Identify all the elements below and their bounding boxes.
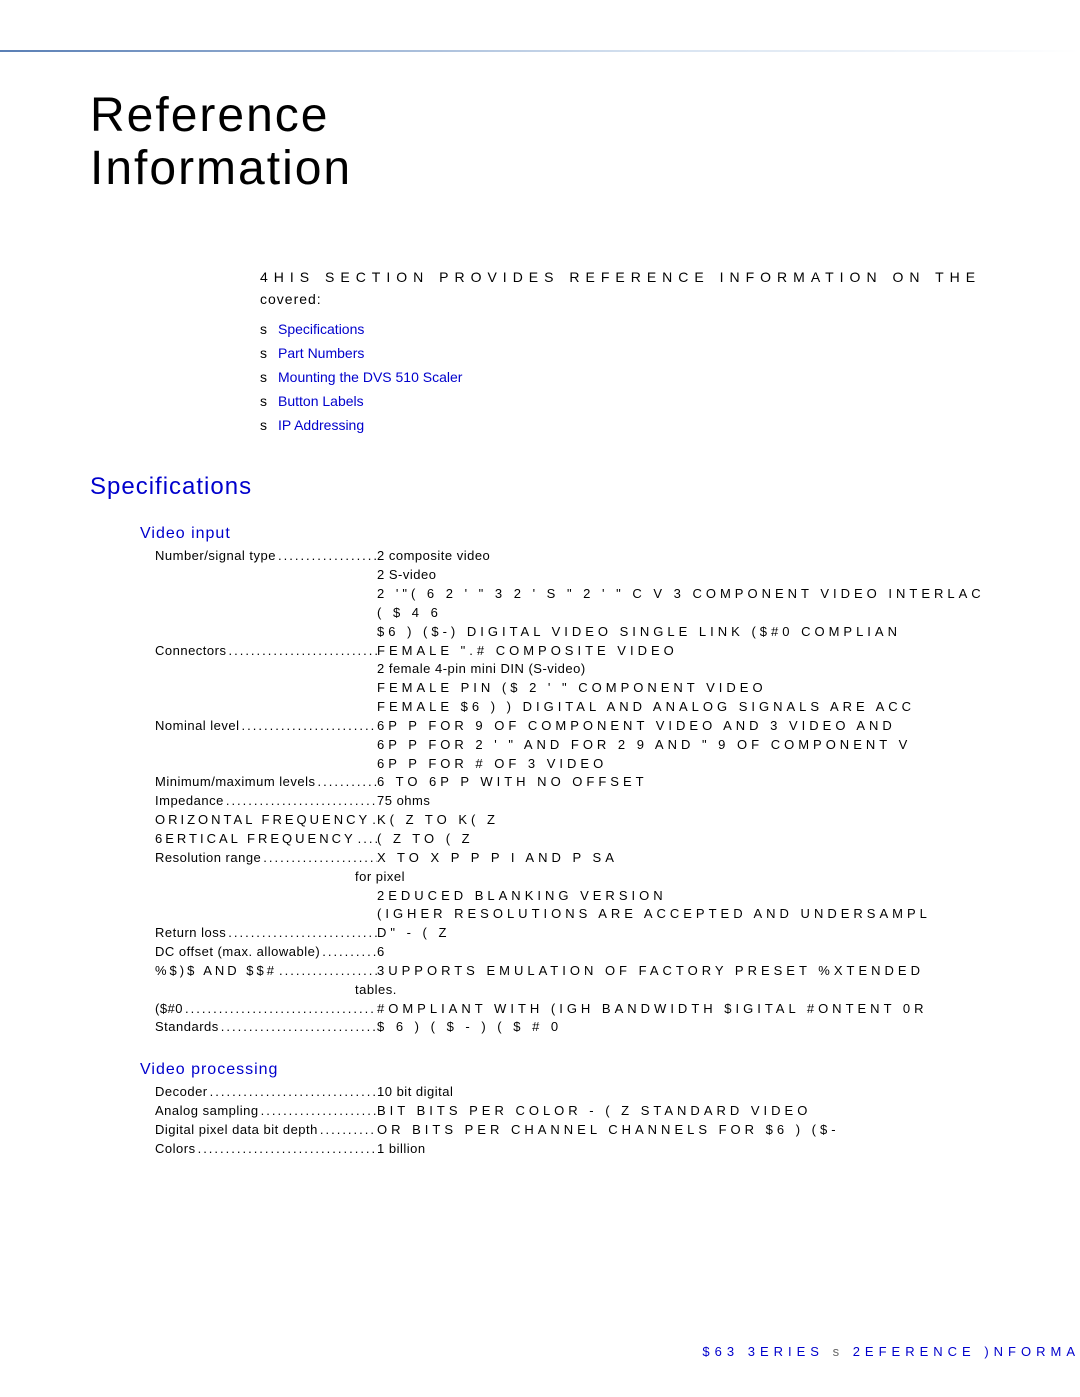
spec-value-cont: (IGHER RESOLUTIONS ARE ACCEPTED AND UNDE…	[377, 905, 1080, 924]
spec-value-cont: ( $ 4 6	[377, 604, 1080, 623]
toc-item: sSpecifications	[260, 318, 1080, 342]
spec-row: Nominal level6P P FOR 9 OF COMPONENT VID…	[155, 717, 1080, 736]
spec-label: Impedance	[155, 792, 377, 811]
spec-row: DC offset (max. allowable) 6	[155, 943, 1080, 962]
spec-value: $ 6 ) ( $ - ) ( $ # 0	[377, 1018, 1080, 1037]
spec-label: Digital pixel data bit depth	[155, 1121, 377, 1140]
spec-label: ORIZONTAL FREQUENCY	[155, 811, 377, 830]
spec-value-cont: 6P P FOR # OF 3 VIDEO	[377, 755, 1080, 774]
section-specifications-heading: Specifications	[90, 473, 1080, 501]
spec-value-cont: for pixel	[355, 868, 1080, 887]
toc-bullet: s	[260, 366, 278, 390]
toc-link[interactable]: Part Numbers	[278, 345, 364, 361]
spec-row: Decoder10 bit digital	[155, 1083, 1080, 1102]
spec-label: 6ERTICAL FREQUENCY	[155, 830, 377, 849]
toc-item: sButton Labels	[260, 390, 1080, 414]
spec-label: Resolution range	[155, 849, 377, 868]
toc-bullet: s	[260, 318, 278, 342]
spec-label: Connectors	[155, 642, 377, 661]
spec-label: Colors	[155, 1140, 377, 1159]
spec-value: X TO X P P P I AND P SA	[377, 849, 1080, 868]
spec-value: #OMPLIANT WITH (IGH BANDWIDTH $IGITAL #O…	[377, 1000, 1080, 1019]
toc-link[interactable]: Button Labels	[278, 393, 364, 409]
spec-row: %$)$ AND $$#3UPPORTS EMULATION OF FACTOR…	[155, 962, 1080, 981]
toc-list: sSpecificationssPart NumberssMounting th…	[260, 318, 1080, 437]
spec-value: FEMALE ".# COMPOSITE VIDEO	[377, 642, 1080, 661]
spec-row: 6ERTICAL FREQUENCY( Z TO ( Z	[155, 830, 1080, 849]
toc-item: sPart Numbers	[260, 342, 1080, 366]
spec-row: Minimum/maximum levels 6 TO 6P P WITH NO…	[155, 773, 1080, 792]
spec-value: BIT BITS PER COLOR - ( Z STANDARD VIDEO	[377, 1102, 1080, 1121]
spec-value: 75 ohms	[377, 792, 1080, 811]
spec-label: DC offset (max. allowable)	[155, 943, 377, 962]
intro-covered: covered:	[260, 291, 322, 307]
spec-value-cont: FEMALE PIN ($ 2 ' " COMPONENT VIDEO	[377, 679, 1080, 698]
spec-value: K( Z TO K( Z	[377, 811, 1080, 830]
page-title-line1: Reference	[90, 90, 1080, 143]
toc-bullet: s	[260, 414, 278, 438]
toc-bullet: s	[260, 390, 278, 414]
spec-row: Number/signal type2 composite video	[155, 547, 1080, 566]
spec-row: Digital pixel data bit depth OR BITS PER…	[155, 1121, 1080, 1140]
spec-value: OR BITS PER CHANNEL CHANNELS FOR $6 ) ($…	[377, 1121, 1080, 1140]
spec-row: Standards$ 6 ) ( $ - ) ( $ # 0	[155, 1018, 1080, 1037]
footer-left: $63 3ERIES	[702, 1344, 824, 1359]
spec-value: 6 TO 6P P WITH NO OFFSET	[377, 773, 1080, 792]
spec-label: ($#0	[155, 1000, 377, 1019]
spec-value: D" - ( Z	[377, 924, 1080, 943]
intro-block: 4HIS SECTION PROVIDES REFERENCE INFORMAT…	[260, 266, 1080, 311]
toc-item: sIP Addressing	[260, 414, 1080, 438]
spec-value: 10 bit digital	[377, 1083, 1080, 1102]
spec-label: %$)$ AND $$#	[155, 962, 377, 981]
spec-value: 2 composite video	[377, 547, 1080, 566]
spec-label: Number/signal type	[155, 547, 377, 566]
toc-link[interactable]: Mounting the DVS 510 Scaler	[278, 369, 462, 385]
spec-label: Decoder	[155, 1083, 377, 1102]
spec-value: 6	[377, 943, 1080, 962]
spec-label: Minimum/maximum levels	[155, 773, 377, 792]
spec-value-cont: 2EDUCED BLANKING VERSION	[377, 887, 1080, 906]
spec-value: 1 billion	[377, 1140, 1080, 1159]
footer-right: 2EFERENCE )NFORMA	[853, 1344, 1080, 1359]
spec-value-cont: 6P P FOR 2 ' " AND FOR 2 9 AND " 9 OF CO…	[377, 736, 1080, 755]
spec-value-cont: tables.	[355, 981, 1080, 1000]
video-processing-specs: Decoder10 bit digitalAnalog sampling BIT…	[155, 1083, 1080, 1158]
footer-sep: s	[833, 1344, 845, 1359]
spec-value-cont: FEMALE $6 ) ) DIGITAL AND ANALOG SIGNALS…	[377, 698, 1080, 717]
spec-row: ($#0#OMPLIANT WITH (IGH BANDWIDTH $IGITA…	[155, 1000, 1080, 1019]
spec-label: Return loss	[155, 924, 377, 943]
page-content: Reference Information 4HIS SECTION PROVI…	[90, 90, 1080, 1397]
toc-link[interactable]: Specifications	[278, 321, 364, 337]
spec-row: ORIZONTAL FREQUENCYK( Z TO K( Z	[155, 811, 1080, 830]
toc-bullet: s	[260, 342, 278, 366]
spec-label: Standards	[155, 1018, 377, 1037]
spec-row: Colors1 billion	[155, 1140, 1080, 1159]
page-footer: $63 3ERIES s 2EFERENCE )NFORMA	[702, 1344, 1080, 1359]
toc-item: sMounting the DVS 510 Scaler	[260, 366, 1080, 390]
spec-label: Nominal level	[155, 717, 377, 736]
spec-value-cont: 2 female 4-pin mini DIN (S-video)	[377, 660, 1080, 679]
spec-row: Return loss D" - ( Z	[155, 924, 1080, 943]
spec-value: 3UPPORTS EMULATION OF FACTORY PRESET %XT…	[377, 962, 1080, 981]
page-title-line2: Information	[90, 143, 1080, 196]
video-input-specs: Number/signal type2 composite video2 S-v…	[155, 547, 1080, 1037]
spec-value-cont: 2 S-video	[377, 566, 1080, 585]
spec-row: Analog sampling BIT BITS PER COLOR - ( Z…	[155, 1102, 1080, 1121]
spec-row: Resolution range X TO X P P P I AND P SA	[155, 849, 1080, 868]
spec-row: ConnectorsFEMALE ".# COMPOSITE VIDEO	[155, 642, 1080, 661]
spec-label: Analog sampling	[155, 1102, 377, 1121]
spec-row: Impedance75 ohms	[155, 792, 1080, 811]
video-processing-heading: Video processing	[140, 1061, 1080, 1079]
spec-value-cont: $6 ) ($-) DIGITAL VIDEO SINGLE LINK ($#0…	[377, 623, 1080, 642]
spec-value: ( Z TO ( Z	[377, 830, 1080, 849]
spec-value: 6P P FOR 9 OF COMPONENT VIDEO AND 3 VIDE…	[377, 717, 1080, 736]
toc-link[interactable]: IP Addressing	[278, 417, 364, 433]
intro-text: 4HIS SECTION PROVIDES REFERENCE INFORMAT…	[260, 269, 981, 285]
spec-value-cont: 2 '"( 6 2 ' " 3 2 ' S " 2 ' " C V 3 COMP…	[377, 585, 1080, 604]
top-gradient-bar	[0, 50, 1080, 52]
video-input-heading: Video input	[140, 525, 1080, 543]
